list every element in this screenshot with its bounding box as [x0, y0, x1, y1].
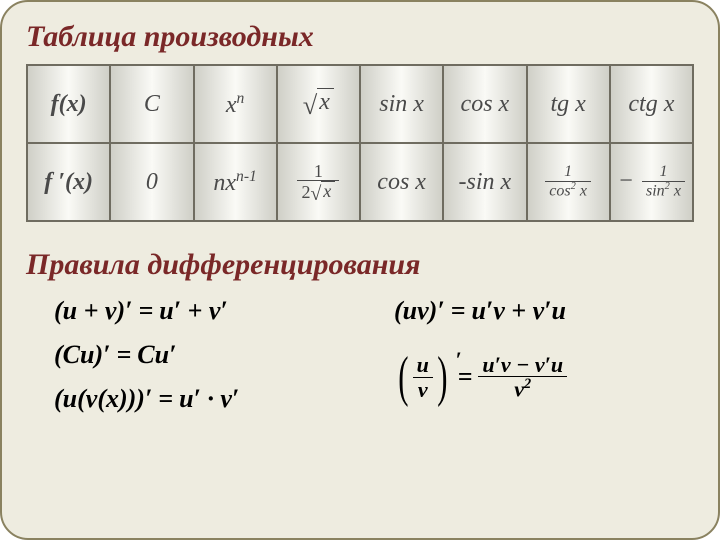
derivative-table: f(x) C xn √x sin x cos x tg x ctg x f ′(…	[26, 64, 694, 222]
cell-fpx: cos x	[360, 143, 443, 221]
rule-product: (uv)′=u′v + v′u	[394, 296, 694, 326]
fraction: u′v − v′u v2	[478, 353, 567, 401]
cell-fx: cos x	[443, 65, 526, 143]
cell-fx: ctg x	[610, 65, 693, 143]
cell-fpx: 0	[110, 143, 193, 221]
title-differentiation-rules: Правила дифференцирования	[26, 248, 694, 282]
sqrt-icon: √x	[310, 181, 335, 201]
cell-fpx: 1 cos2 x	[527, 143, 610, 221]
cell-fx: sin x	[360, 65, 443, 143]
rule-chain: (u(v(x)))′=u′ · v′	[54, 384, 354, 414]
cell-fx: C	[110, 65, 193, 143]
slide: Таблица производных f(x) C xn √x sin x c…	[0, 0, 720, 540]
rule-quotient: ( u v ) ′ = u′v − v′u v2	[394, 340, 694, 414]
fraction: 1 sin2 x	[642, 164, 685, 200]
cell-fx: √x	[277, 65, 360, 143]
cell-fx: xn	[194, 65, 277, 143]
cell-fx: tg x	[527, 65, 610, 143]
row-header-fx: f(x)	[27, 65, 110, 143]
cell-fpx: 1 2√x	[277, 143, 360, 221]
rules-grid: (u + v)′=u′ + v′ (uv)′=u′v + v′u (Cu)′=C…	[26, 296, 694, 414]
cell-fpx: − 1 sin2 x	[610, 143, 693, 221]
fraction: u v	[413, 353, 433, 400]
cell-fpx: nxn-1	[194, 143, 277, 221]
paren-fraction: ( u v ) ′	[394, 353, 452, 400]
sqrt-icon: √x	[303, 88, 334, 116]
table-row: f(x) C xn √x sin x cos x tg x ctg x	[27, 65, 693, 143]
fraction: 1 2√x	[297, 162, 339, 203]
table-row: f ′(x) 0 nxn-1 1 2√x cos x -sin x 1 cos2…	[27, 143, 693, 221]
rule-constant: (Cu)′=Cu′	[54, 340, 354, 370]
title-derivative-table: Таблица производных	[26, 20, 694, 54]
fraction: 1 cos2 x	[545, 164, 591, 200]
rule-sum: (u + v)′=u′ + v′	[54, 296, 354, 326]
row-header-fpx: f ′(x)	[27, 143, 110, 221]
cell-fpx: -sin x	[443, 143, 526, 221]
